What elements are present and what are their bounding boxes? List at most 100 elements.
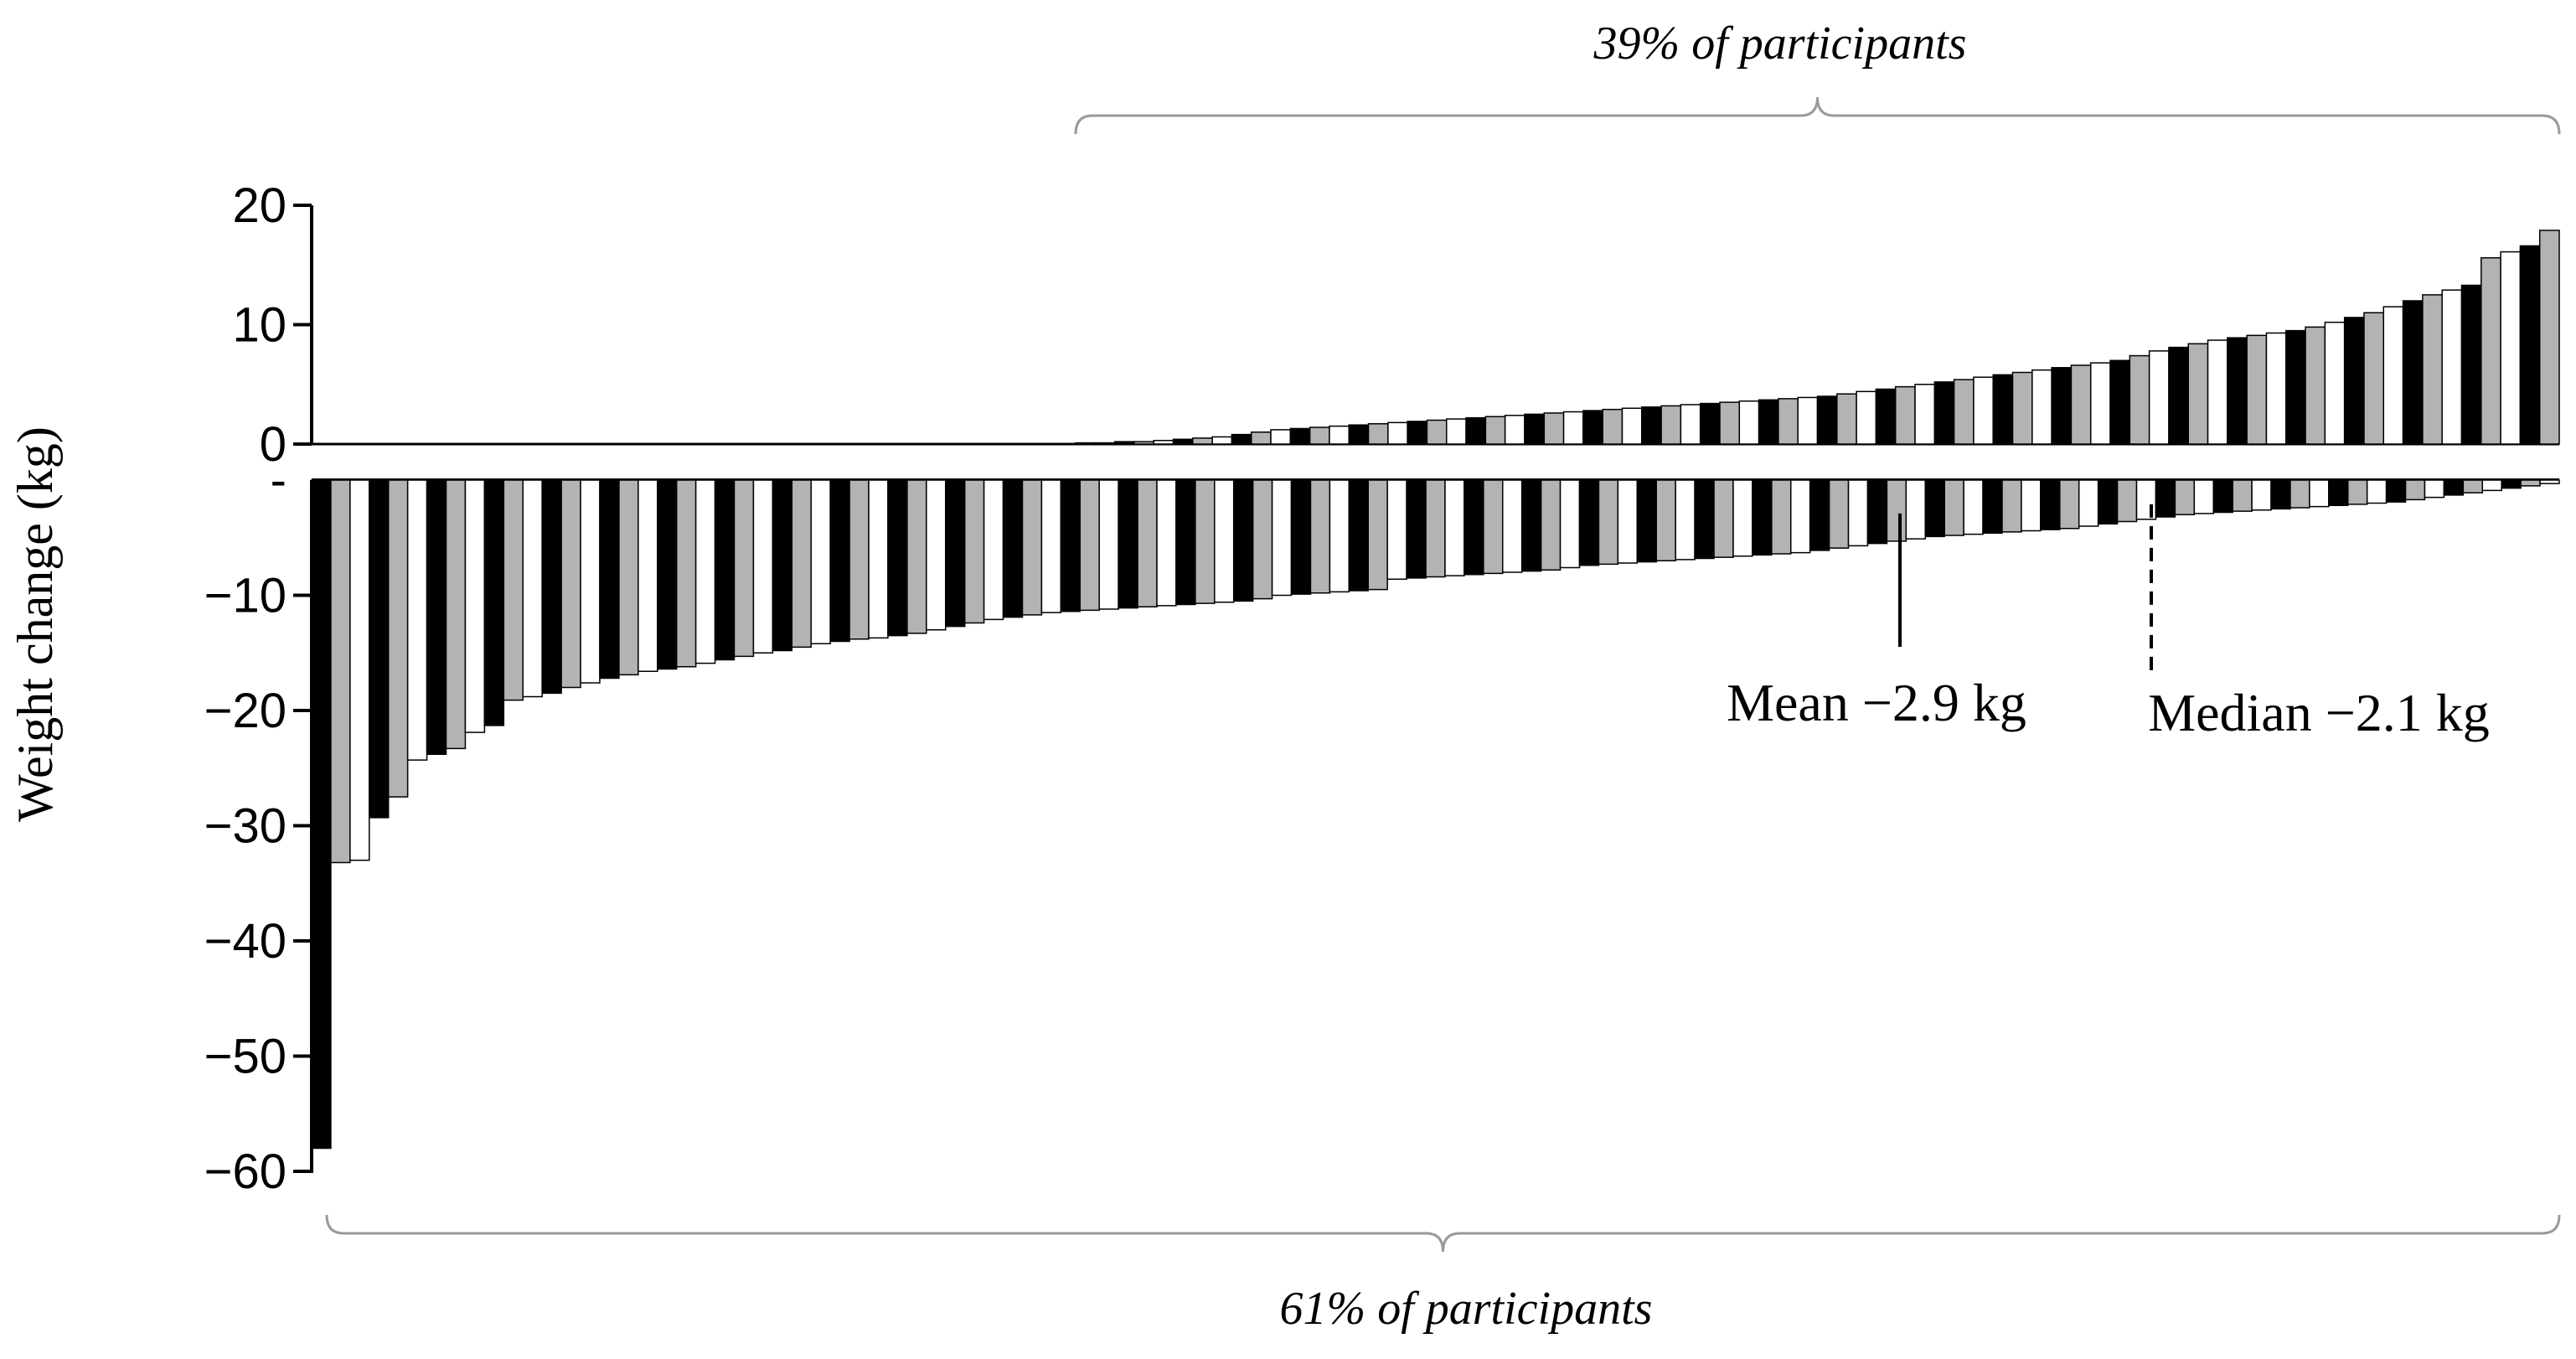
bar-negative bbox=[1406, 479, 1427, 579]
bar-positive bbox=[1231, 433, 1252, 445]
bar-positive bbox=[1758, 399, 1779, 445]
bar-negative bbox=[1195, 479, 1216, 604]
bar-positive bbox=[2011, 371, 2033, 445]
negative-group-label: 61% of participants bbox=[1280, 1283, 1653, 1335]
bar-negative bbox=[1002, 479, 1024, 618]
bar-positive bbox=[1641, 406, 1662, 445]
bar-positive bbox=[1699, 402, 1721, 445]
bar-positive bbox=[1192, 437, 1213, 445]
bar-negative bbox=[599, 479, 620, 680]
bar-negative bbox=[369, 479, 390, 819]
bar-negative bbox=[1655, 479, 1676, 561]
bar-positive bbox=[1504, 415, 1525, 445]
bar-negative bbox=[1578, 479, 1600, 566]
bar-positive bbox=[2187, 343, 2209, 445]
negative-bars bbox=[311, 479, 2560, 1150]
bar-negative bbox=[1963, 479, 1984, 535]
bar-negative bbox=[2001, 479, 2022, 533]
y-tick-label: 20 bbox=[232, 178, 287, 233]
bar-negative bbox=[1060, 479, 1082, 612]
bar-positive bbox=[1094, 442, 1116, 445]
bar-negative bbox=[1309, 479, 1331, 594]
bar-positive bbox=[2460, 284, 2482, 445]
bar-negative bbox=[1137, 479, 1158, 607]
bar-negative bbox=[849, 479, 870, 640]
bar-negative bbox=[2289, 479, 2310, 509]
bar-negative bbox=[1732, 479, 1753, 557]
bar-positive bbox=[1387, 421, 1408, 445]
bar-negative bbox=[2251, 479, 2272, 511]
bar-positive bbox=[1738, 400, 1760, 445]
bar-negative bbox=[1540, 479, 1562, 571]
bar-positive bbox=[2285, 329, 2306, 445]
bar-negative bbox=[2347, 479, 2368, 505]
bar-negative bbox=[2059, 479, 2080, 530]
y-axis: 20 10 0- −10 −20 −30 −40 −50 −60 Weight change (k… bbox=[8, 178, 2559, 1199]
bar-positive bbox=[2168, 346, 2189, 445]
bar-negative bbox=[752, 479, 774, 654]
bar-positive bbox=[1992, 374, 2014, 445]
bar-positive bbox=[1172, 438, 1194, 445]
bar-positive bbox=[1933, 381, 1955, 445]
bar-negative bbox=[1079, 479, 1100, 612]
bar-positive bbox=[1407, 421, 1428, 445]
bar-negative bbox=[522, 479, 543, 698]
median-label: Median −2.1 kg bbox=[2148, 683, 2490, 742]
bar-negative bbox=[2481, 479, 2502, 492]
bar-negative bbox=[791, 479, 812, 648]
bar-positive bbox=[1367, 423, 1389, 445]
bar-positive bbox=[1875, 388, 1897, 445]
bar-negative bbox=[1886, 479, 1907, 542]
bar-positive bbox=[2441, 289, 2463, 445]
bar-positive bbox=[1856, 390, 1877, 445]
bar-positive bbox=[1602, 408, 1624, 445]
y-tick-label: - bbox=[271, 453, 287, 508]
bar-negative bbox=[1214, 479, 1235, 603]
y-tick-label: 0 bbox=[260, 417, 287, 472]
bar-negative bbox=[1598, 479, 1619, 566]
y-tick-label: 10 bbox=[232, 298, 287, 353]
bar-positive bbox=[2519, 245, 2541, 445]
bar-positive bbox=[1680, 404, 1701, 445]
bar-negative bbox=[2520, 479, 2541, 487]
brace-positive-group bbox=[1074, 96, 2561, 135]
bar-negative bbox=[618, 479, 639, 676]
bar-positive bbox=[2089, 362, 2111, 445]
bar-negative bbox=[1847, 479, 1869, 547]
bar-negative bbox=[906, 479, 927, 634]
bar-negative bbox=[2424, 479, 2445, 499]
bar-positive bbox=[2051, 367, 2073, 445]
bar-positive bbox=[1894, 385, 1916, 445]
bar-positive bbox=[2402, 300, 2424, 445]
bar-positive bbox=[1211, 436, 1233, 445]
bar-negative bbox=[1483, 479, 1504, 575]
bar-negative bbox=[1752, 479, 1773, 556]
y-tick-label: −30 bbox=[204, 799, 287, 854]
bar-positive bbox=[1797, 396, 1819, 445]
bar-negative bbox=[2501, 479, 2522, 489]
bar-positive bbox=[2500, 251, 2522, 445]
group-braces bbox=[325, 96, 2561, 1253]
bar-negative bbox=[829, 479, 850, 643]
bar-positive bbox=[1426, 419, 1448, 445]
bar-positive bbox=[1309, 426, 1330, 445]
bar-negative bbox=[1924, 479, 1945, 538]
bar-positive bbox=[2480, 256, 2501, 445]
bar-positive bbox=[2538, 230, 2560, 445]
bar-negative bbox=[694, 479, 716, 664]
bar-negative bbox=[426, 479, 447, 755]
bar-positive bbox=[1113, 441, 1135, 445]
bar-negative bbox=[2040, 479, 2061, 530]
bar-negative bbox=[810, 479, 831, 644]
bar-positive bbox=[1133, 441, 1154, 445]
bar-positive bbox=[2070, 364, 2092, 445]
bar-negative bbox=[772, 479, 793, 652]
bar-negative bbox=[1040, 479, 1062, 613]
bar-negative bbox=[1502, 479, 1523, 573]
bar-positive bbox=[2265, 332, 2287, 445]
bar-positive bbox=[1446, 418, 1467, 445]
bar-negative bbox=[1367, 479, 1388, 591]
bar-positive bbox=[1582, 410, 1603, 445]
bar-negative bbox=[887, 479, 908, 637]
y-tick-label: −10 bbox=[204, 569, 287, 623]
